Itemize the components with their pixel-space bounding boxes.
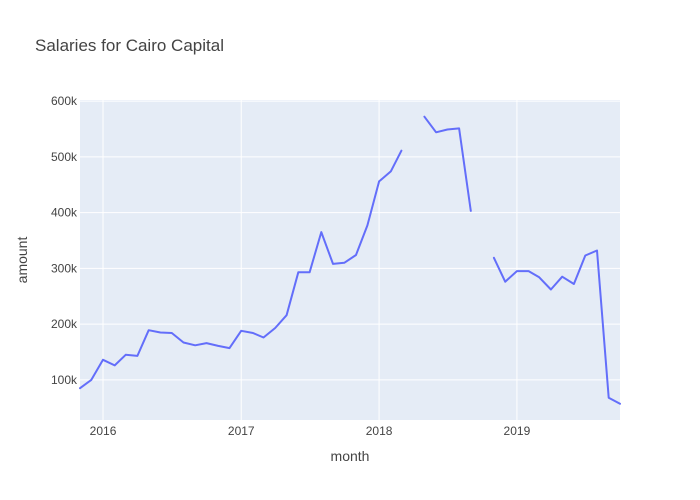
y-axis-title: amount	[14, 237, 30, 284]
x-axis-ticks: 2016 2017 2018 2019	[90, 424, 531, 438]
x-tick-label: 2019	[504, 424, 531, 438]
series-line-segment	[79, 149, 403, 390]
series-line-segment	[423, 115, 472, 212]
series-line	[79, 115, 621, 405]
y-tick-label: 500k	[51, 150, 78, 164]
x-tick-label: 2018	[366, 424, 393, 438]
x-tick-label: 2016	[90, 424, 117, 438]
y-tick-label: 300k	[51, 261, 78, 275]
chart-title: Salaries for Cairo Capital	[35, 36, 224, 55]
y-tick-label: 400k	[51, 206, 78, 220]
y-tick-label: 200k	[51, 317, 78, 331]
series-line-segment	[492, 249, 621, 405]
y-tick-label: 600k	[51, 94, 78, 108]
x-gridlines	[102, 100, 518, 420]
y-axis-ticks: 100k 200k 300k 400k 500k 600k	[51, 94, 78, 387]
x-axis-title: month	[331, 448, 370, 464]
y-gridlines	[80, 100, 620, 381]
y-tick-label: 100k	[51, 373, 78, 387]
x-tick-label: 2017	[228, 424, 255, 438]
